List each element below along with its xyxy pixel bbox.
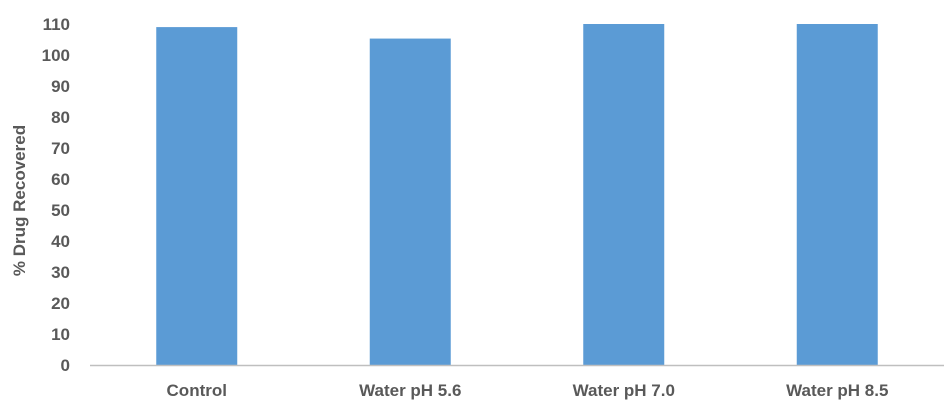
y-tick-label: 70: [51, 139, 70, 158]
y-tick-label: 30: [51, 263, 70, 282]
x-tick-label: Water pH 5.6: [359, 381, 461, 400]
y-axis-ticks: 0 10 20 30 40 50 60 70 80 90 100 110: [42, 15, 70, 375]
x-axis-ticks: Control Water pH 5.6 Water pH 7.0 Water pH …: [167, 381, 889, 400]
y-tick-label: 100: [42, 46, 70, 65]
y-axis-title: % Drug Recovered: [10, 125, 29, 276]
x-tick-label: Control: [167, 381, 227, 400]
y-tick-label: 40: [51, 232, 70, 251]
y-tick-label: 0: [61, 356, 70, 375]
y-tick-label: 80: [51, 108, 70, 127]
bar-water-ph-8-5: [796, 24, 878, 365]
bars: [156, 24, 878, 365]
y-tick-label: 90: [51, 77, 70, 96]
y-tick-label: 60: [51, 170, 70, 189]
y-tick-label: 50: [51, 201, 70, 220]
y-tick-label: 20: [51, 294, 70, 313]
bar-control: [156, 27, 238, 365]
y-tick-label: 10: [51, 325, 70, 344]
x-tick-label: Water pH 7.0: [573, 381, 675, 400]
bar-water-ph-5-6: [369, 38, 451, 365]
bar-water-ph-7-0: [583, 24, 665, 365]
x-tick-label: Water pH 8.5: [786, 381, 888, 400]
y-tick-label: 110: [43, 15, 70, 34]
